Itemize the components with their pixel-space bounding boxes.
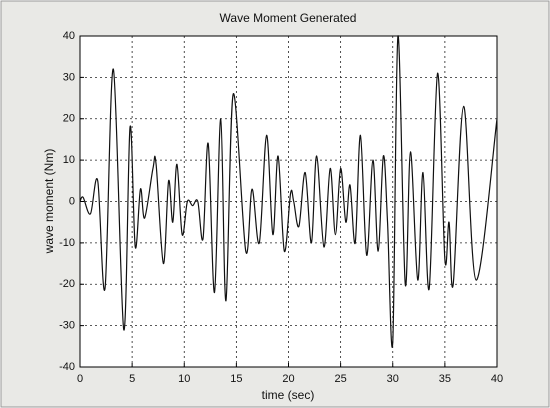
x-tick-label: 35 (439, 373, 451, 385)
y-tick-label: 30 (63, 71, 75, 83)
x-tick-label: 25 (335, 373, 347, 385)
x-tick-label: 5 (129, 373, 135, 385)
chart-title: Wave Moment Generated (220, 11, 357, 25)
data-line (79, 35, 498, 348)
x-tick-label: 15 (230, 373, 242, 385)
y-tick-label: -10 (59, 237, 75, 249)
x-tick-label: 40 (491, 373, 503, 385)
y-tick-label: 10 (63, 154, 75, 166)
y-tick-label: 40 (63, 30, 75, 42)
x-tick-label: 30 (387, 373, 399, 385)
x-tick-label: 10 (178, 373, 190, 385)
x-tick-label: 0 (77, 373, 83, 385)
x-tick-label: 20 (282, 373, 294, 385)
y-tick-label: -40 (59, 361, 75, 373)
y-tick-label: 20 (63, 113, 75, 125)
y-axis-label: wave moment (Nm) (42, 149, 56, 255)
y-tick-label: 0 (69, 195, 75, 207)
y-tick-label: -20 (59, 278, 75, 290)
y-tick-label: -30 (59, 320, 75, 332)
x-axis-label: time (sec) (262, 388, 315, 402)
